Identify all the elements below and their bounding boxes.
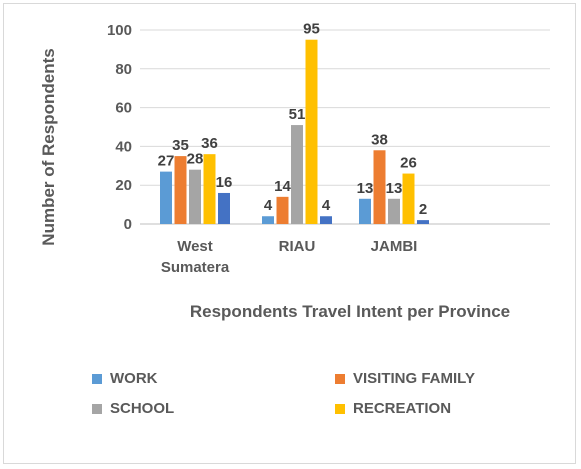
y-tick-label: 80 <box>115 61 132 78</box>
bar <box>402 173 415 224</box>
x-tick-label: West <box>177 238 213 255</box>
bar <box>417 220 429 224</box>
bar <box>189 169 201 224</box>
legend-swatch <box>335 373 345 384</box>
data-label: 95 <box>303 21 320 38</box>
data-label: 35 <box>172 137 189 154</box>
y-tick-label: 0 <box>124 216 132 233</box>
data-label: 38 <box>371 131 388 148</box>
legend-label: VISITING FAMILY <box>353 370 475 387</box>
bar <box>305 39 318 225</box>
legend-item: VISITING FAMILY <box>335 370 475 387</box>
data-label: 16 <box>216 174 233 191</box>
x-tick-label: RIAU <box>279 238 316 255</box>
y-tick-label: 60 <box>115 100 132 117</box>
data-label: 4 <box>322 197 331 214</box>
x-tick-label: Sumatera <box>161 259 230 276</box>
data-label: 4 <box>264 197 273 214</box>
legend-swatch <box>335 403 345 414</box>
data-label: 13 <box>386 180 403 197</box>
legend-swatch <box>92 403 102 414</box>
data-label: 51 <box>289 106 306 123</box>
bar <box>373 150 386 224</box>
bar <box>160 171 172 224</box>
x-tick-label: JAMBI <box>371 238 418 255</box>
x-axis-title: Respondents Travel Intent per Province <box>190 302 510 321</box>
bar <box>291 125 303 224</box>
legend-label: RECREATION <box>353 400 452 417</box>
bar <box>388 198 400 224</box>
y-tick-label: 40 <box>115 138 132 155</box>
legend-item: WORK <box>92 370 158 387</box>
data-label: 14 <box>274 178 291 195</box>
bar <box>218 192 230 224</box>
y-tick-label: 100 <box>107 22 132 39</box>
bar <box>276 196 289 224</box>
y-axis-title: Number of Respondents <box>39 48 58 245</box>
data-label: 26 <box>400 155 417 172</box>
legend-item: SCHOOL <box>92 400 174 417</box>
data-label: 13 <box>357 180 374 197</box>
legend-swatch <box>92 373 102 384</box>
bar <box>174 156 187 224</box>
y-tick-label: 20 <box>115 177 132 194</box>
data-label: 2 <box>419 201 427 218</box>
data-label: 36 <box>201 135 218 152</box>
bar <box>203 154 216 224</box>
legend-item: RECREATION <box>335 400 451 417</box>
bar <box>320 216 332 224</box>
bar <box>359 198 371 224</box>
bar <box>262 216 274 224</box>
data-label: 27 <box>158 153 175 170</box>
chart-frame: 0 20 40 60 80 100 Number of Respondents 27 35 28 3… <box>3 3 576 464</box>
legend-label: WORK <box>110 370 158 387</box>
data-label: 28 <box>187 151 204 168</box>
legend-label: SCHOOL <box>110 400 175 417</box>
